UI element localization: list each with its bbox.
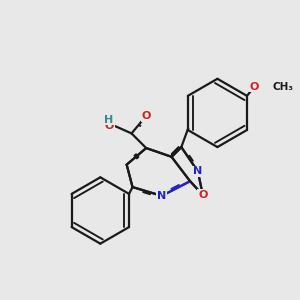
Text: O: O: [250, 82, 259, 92]
Text: O: O: [142, 111, 151, 121]
Text: H: H: [104, 115, 114, 125]
Text: N: N: [193, 167, 203, 176]
Text: O: O: [105, 121, 114, 130]
Text: N: N: [157, 191, 167, 201]
Text: CH₃: CH₃: [272, 82, 293, 92]
Text: O: O: [198, 190, 208, 200]
